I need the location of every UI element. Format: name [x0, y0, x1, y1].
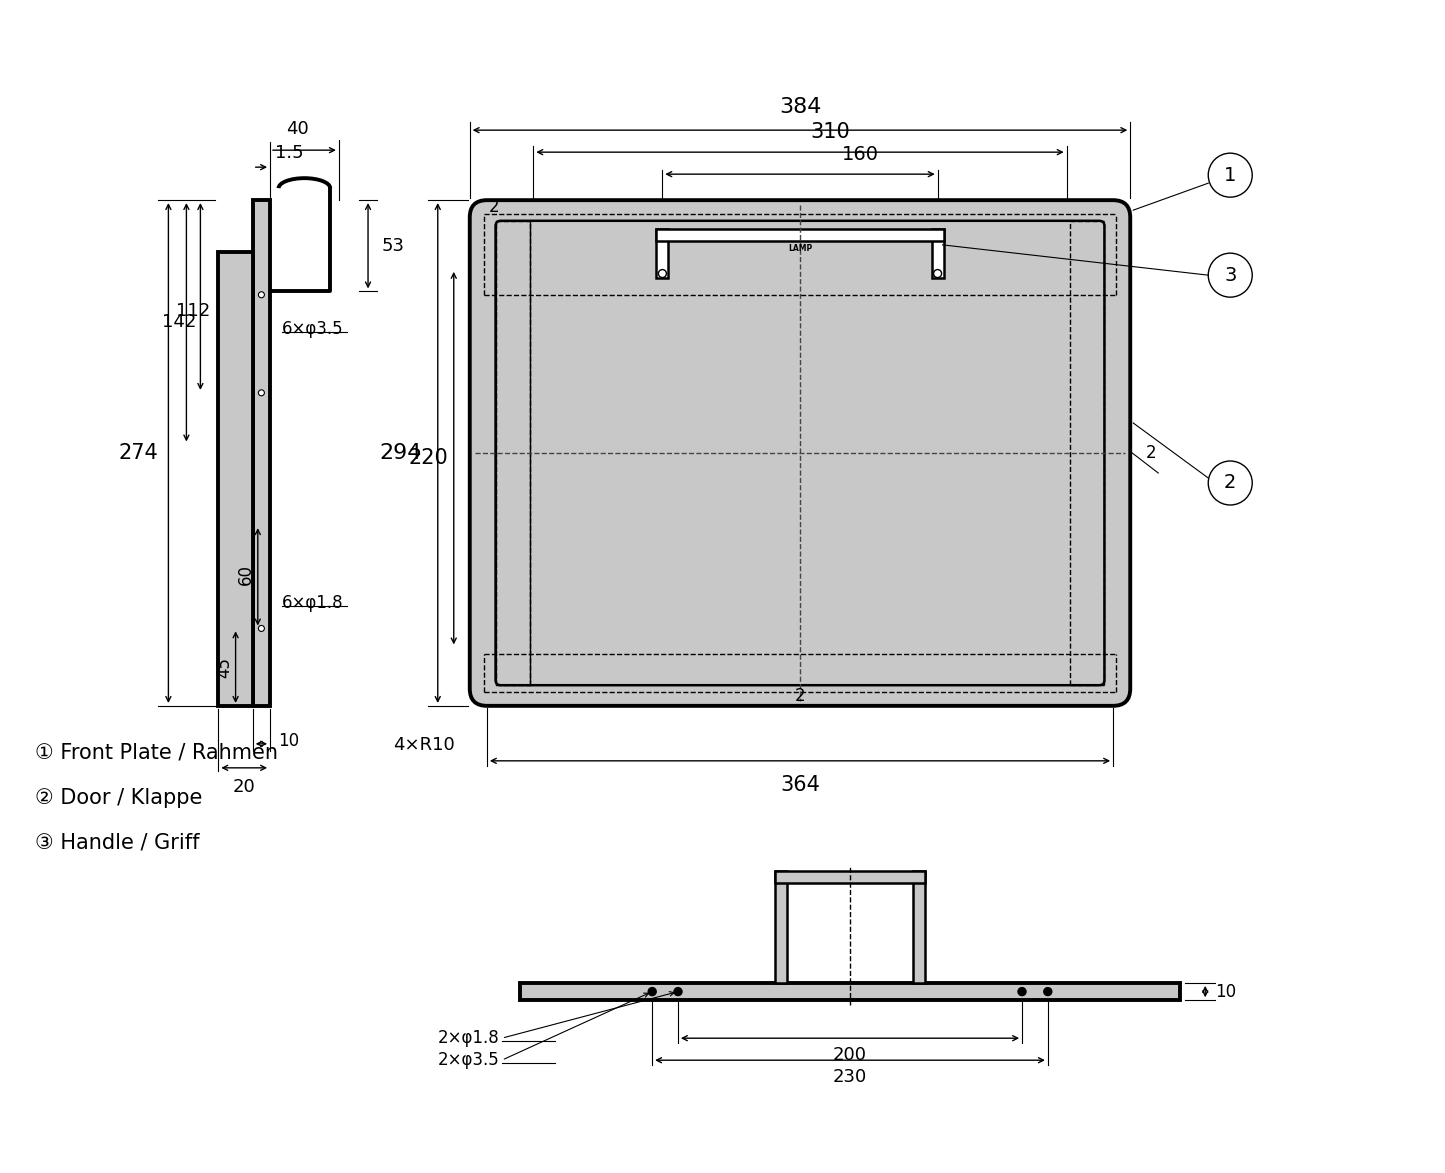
Circle shape [659, 270, 666, 278]
Bar [218, 252, 253, 706]
Bar [656, 229, 669, 278]
Text: 2: 2 [488, 198, 499, 216]
Text: 20: 20 [233, 778, 256, 795]
Text: 112: 112 [176, 303, 211, 320]
Text: LAMP: LAMP [788, 244, 812, 253]
Text: 10: 10 [1215, 983, 1237, 1001]
Text: 10: 10 [277, 732, 299, 750]
Text: 2: 2 [1224, 474, 1237, 493]
Text: ① Front Plate / Rahmen: ① Front Plate / Rahmen [35, 743, 277, 762]
Text: 1.5: 1.5 [275, 144, 303, 162]
Text: 384: 384 [779, 97, 821, 117]
Text: 2×φ1.8: 2×φ1.8 [438, 1029, 500, 1047]
Text: 40: 40 [286, 120, 309, 138]
Text: 220: 220 [407, 448, 448, 468]
Text: 294: 294 [380, 443, 422, 463]
Text: 45: 45 [215, 657, 234, 678]
Text: 160: 160 [841, 145, 879, 164]
Text: 274: 274 [118, 443, 159, 463]
Bar [913, 872, 925, 983]
Circle shape [933, 270, 942, 278]
Bar [775, 872, 925, 883]
Circle shape [1017, 988, 1026, 996]
Bar [656, 229, 944, 240]
Text: 6×φ3.5: 6×φ3.5 [282, 320, 344, 338]
Text: 1: 1 [1224, 165, 1237, 184]
FancyBboxPatch shape [496, 221, 1104, 685]
Text: 2: 2 [1146, 445, 1157, 462]
Text: 3: 3 [1224, 265, 1237, 285]
Text: 53: 53 [381, 237, 405, 255]
Bar [253, 201, 270, 706]
Text: ③ Handle / Griff: ③ Handle / Griff [35, 833, 199, 853]
Circle shape [259, 625, 264, 631]
Circle shape [259, 389, 264, 395]
Text: 142: 142 [162, 313, 197, 331]
Circle shape [673, 988, 682, 996]
Text: 310: 310 [811, 122, 850, 142]
Text: ② Door / Klappe: ② Door / Klappe [35, 788, 202, 808]
Text: 200: 200 [832, 1046, 867, 1064]
Circle shape [259, 292, 264, 298]
Circle shape [649, 988, 656, 996]
Text: 4×R10: 4×R10 [393, 735, 455, 754]
Bar [520, 983, 1181, 1001]
Text: 2: 2 [795, 686, 805, 705]
Text: 230: 230 [832, 1069, 867, 1086]
Bar [932, 229, 944, 278]
Text: 2×φ3.5: 2×φ3.5 [438, 1051, 500, 1070]
FancyBboxPatch shape [470, 201, 1130, 706]
Bar [775, 872, 788, 983]
Text: 6×φ1.8: 6×φ1.8 [282, 594, 344, 611]
Circle shape [1043, 988, 1052, 996]
Text: 364: 364 [780, 775, 819, 795]
Text: 60: 60 [237, 564, 254, 585]
